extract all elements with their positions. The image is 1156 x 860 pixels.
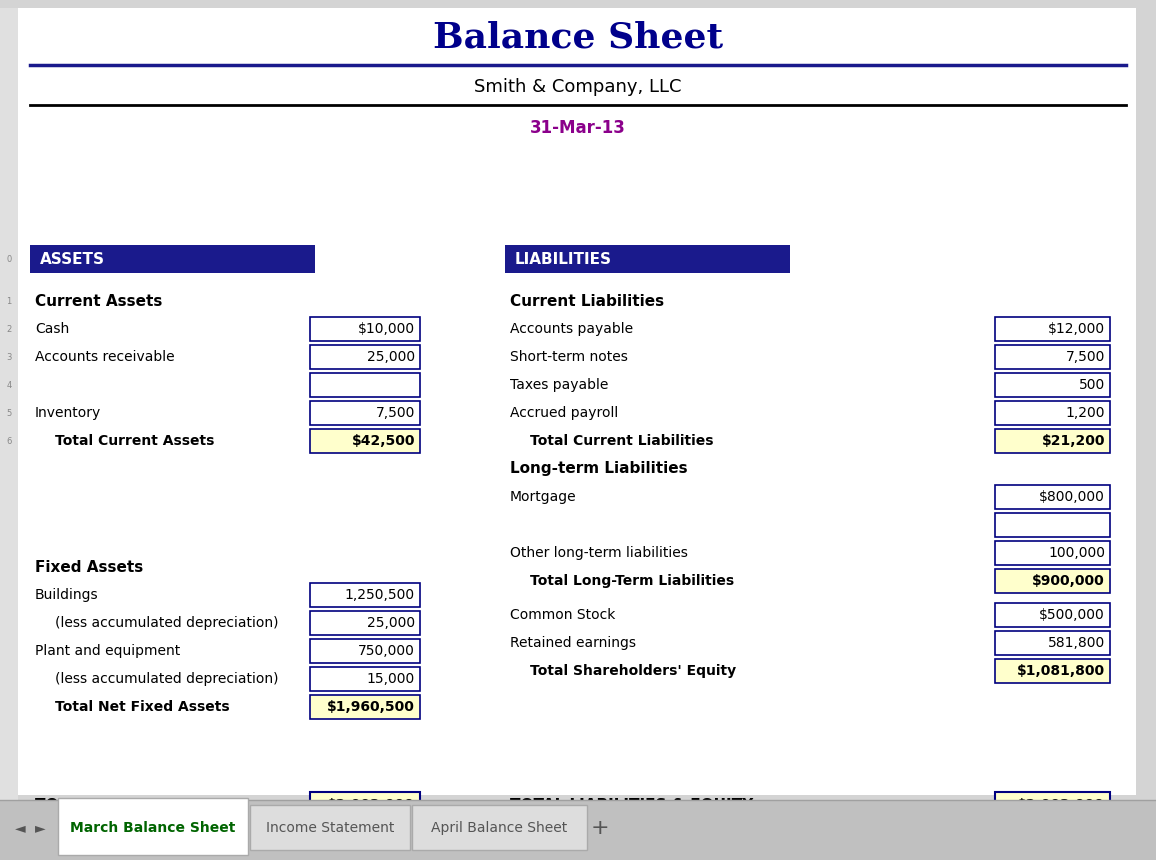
FancyBboxPatch shape bbox=[310, 792, 420, 818]
Text: $900,000: $900,000 bbox=[1032, 574, 1105, 588]
Text: Long-term Liabilities: Long-term Liabilities bbox=[510, 462, 688, 476]
Text: Balance Sheet: Balance Sheet bbox=[434, 21, 722, 55]
Text: (less accumulated depreciation): (less accumulated depreciation) bbox=[55, 616, 279, 630]
FancyBboxPatch shape bbox=[18, 5, 1136, 795]
Text: Buildings: Buildings bbox=[35, 588, 98, 602]
Text: Inventory: Inventory bbox=[35, 406, 102, 420]
Text: Short-term notes: Short-term notes bbox=[510, 350, 628, 364]
FancyBboxPatch shape bbox=[310, 611, 420, 635]
Text: Current Liabilities: Current Liabilities bbox=[510, 293, 665, 309]
FancyBboxPatch shape bbox=[995, 603, 1110, 627]
Text: 25,000: 25,000 bbox=[366, 350, 415, 364]
Text: Retained earnings: Retained earnings bbox=[510, 636, 636, 649]
Text: TOTAL ASSETS: TOTAL ASSETS bbox=[35, 797, 160, 813]
Text: $2,003,000: $2,003,000 bbox=[1017, 798, 1105, 812]
FancyBboxPatch shape bbox=[310, 639, 420, 663]
Text: $500,000: $500,000 bbox=[1039, 608, 1105, 622]
FancyBboxPatch shape bbox=[995, 569, 1110, 593]
FancyBboxPatch shape bbox=[310, 373, 420, 397]
Text: 581,800: 581,800 bbox=[1047, 636, 1105, 649]
FancyBboxPatch shape bbox=[995, 373, 1110, 397]
Text: $42,500: $42,500 bbox=[351, 434, 415, 448]
FancyBboxPatch shape bbox=[995, 792, 1110, 818]
Text: Accounts payable: Accounts payable bbox=[510, 322, 633, 336]
Text: 7,500: 7,500 bbox=[376, 406, 415, 420]
Text: 1,250,500: 1,250,500 bbox=[344, 588, 415, 602]
Text: ►: ► bbox=[35, 821, 45, 835]
Text: Other long-term liabilities: Other long-term liabilities bbox=[510, 546, 688, 560]
FancyBboxPatch shape bbox=[995, 659, 1110, 683]
FancyBboxPatch shape bbox=[0, 0, 18, 800]
Text: Accrued payroll: Accrued payroll bbox=[510, 406, 618, 420]
FancyBboxPatch shape bbox=[58, 798, 249, 855]
Text: ◄: ◄ bbox=[15, 821, 25, 835]
Text: $12,000: $12,000 bbox=[1047, 322, 1105, 336]
FancyBboxPatch shape bbox=[995, 429, 1110, 453]
FancyBboxPatch shape bbox=[310, 667, 420, 691]
Text: TOTAL LIABILITIES & EQUITY: TOTAL LIABILITIES & EQUITY bbox=[510, 797, 754, 813]
FancyBboxPatch shape bbox=[0, 0, 1156, 8]
FancyBboxPatch shape bbox=[995, 513, 1110, 537]
Text: Taxes payable: Taxes payable bbox=[510, 378, 608, 392]
Text: Plant and equipment: Plant and equipment bbox=[35, 644, 180, 658]
Text: $2,003,000: $2,003,000 bbox=[327, 798, 415, 812]
FancyBboxPatch shape bbox=[995, 401, 1110, 425]
Text: Total Current Liabilities: Total Current Liabilities bbox=[529, 434, 713, 448]
Text: 1,200: 1,200 bbox=[1066, 406, 1105, 420]
FancyBboxPatch shape bbox=[310, 401, 420, 425]
Text: $800,000: $800,000 bbox=[1039, 490, 1105, 504]
Text: 3: 3 bbox=[6, 353, 12, 361]
Text: Income Statement: Income Statement bbox=[266, 821, 394, 835]
FancyBboxPatch shape bbox=[995, 317, 1110, 341]
Text: Total Shareholders' Equity: Total Shareholders' Equity bbox=[529, 664, 736, 678]
FancyBboxPatch shape bbox=[310, 695, 420, 719]
Text: 7,500: 7,500 bbox=[1066, 350, 1105, 364]
FancyBboxPatch shape bbox=[30, 245, 314, 273]
Text: Accounts receivable: Accounts receivable bbox=[35, 350, 175, 364]
Text: 0: 0 bbox=[7, 255, 12, 263]
Text: $1,960,500: $1,960,500 bbox=[327, 700, 415, 714]
Text: (less accumulated depreciation): (less accumulated depreciation) bbox=[55, 672, 279, 686]
Text: 2: 2 bbox=[7, 324, 12, 334]
Text: 4: 4 bbox=[7, 380, 12, 390]
Text: $10,000: $10,000 bbox=[358, 322, 415, 336]
Text: Mortgage: Mortgage bbox=[510, 490, 577, 504]
Text: Cash: Cash bbox=[35, 322, 69, 336]
FancyBboxPatch shape bbox=[310, 429, 420, 453]
FancyBboxPatch shape bbox=[310, 317, 420, 341]
FancyBboxPatch shape bbox=[995, 345, 1110, 369]
Text: 15,000: 15,000 bbox=[366, 672, 415, 686]
Text: Total Long-Term Liabilities: Total Long-Term Liabilities bbox=[529, 574, 734, 588]
FancyBboxPatch shape bbox=[0, 800, 1156, 860]
Text: +: + bbox=[591, 818, 609, 838]
Text: 500: 500 bbox=[1079, 378, 1105, 392]
Text: March Balance Sheet: March Balance Sheet bbox=[71, 821, 236, 835]
Text: 6: 6 bbox=[6, 437, 12, 445]
FancyBboxPatch shape bbox=[250, 805, 410, 850]
Text: Smith & Company, LLC: Smith & Company, LLC bbox=[474, 78, 682, 96]
Text: LIABILITIES: LIABILITIES bbox=[516, 251, 612, 267]
Text: Total Current Assets: Total Current Assets bbox=[55, 434, 214, 448]
Text: Common Stock: Common Stock bbox=[510, 608, 615, 622]
Text: 750,000: 750,000 bbox=[358, 644, 415, 658]
Text: $21,200: $21,200 bbox=[1042, 434, 1105, 448]
Text: 100,000: 100,000 bbox=[1048, 546, 1105, 560]
Text: April Balance Sheet: April Balance Sheet bbox=[431, 821, 568, 835]
Text: ASSETS: ASSETS bbox=[40, 251, 105, 267]
FancyBboxPatch shape bbox=[995, 630, 1110, 654]
Text: 25,000: 25,000 bbox=[366, 616, 415, 630]
FancyBboxPatch shape bbox=[995, 541, 1110, 565]
Text: Current Assets: Current Assets bbox=[35, 293, 162, 309]
Text: 5: 5 bbox=[7, 408, 12, 417]
Text: Total Net Fixed Assets: Total Net Fixed Assets bbox=[55, 700, 230, 714]
Text: $1,081,800: $1,081,800 bbox=[1017, 664, 1105, 678]
FancyBboxPatch shape bbox=[310, 583, 420, 607]
Text: Fixed Assets: Fixed Assets bbox=[35, 560, 143, 574]
FancyBboxPatch shape bbox=[412, 805, 587, 850]
Text: 31-Mar-13: 31-Mar-13 bbox=[531, 119, 625, 137]
FancyBboxPatch shape bbox=[310, 345, 420, 369]
Text: 1: 1 bbox=[7, 297, 12, 305]
FancyBboxPatch shape bbox=[505, 245, 790, 273]
FancyBboxPatch shape bbox=[995, 485, 1110, 509]
